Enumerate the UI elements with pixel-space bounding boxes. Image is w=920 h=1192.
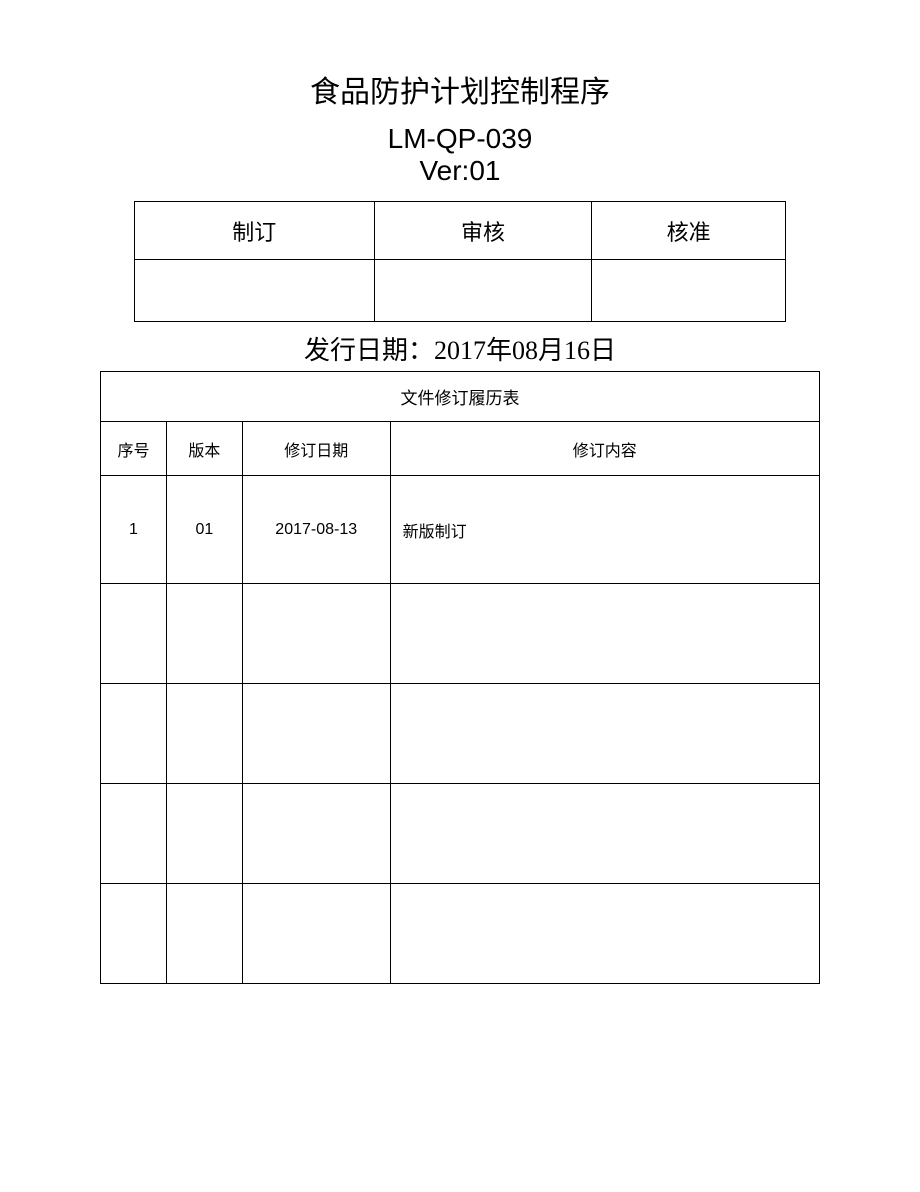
history-cell-ver	[166, 584, 242, 684]
history-cell-date	[242, 584, 390, 684]
history-row	[101, 684, 820, 784]
approval-sig-prepare	[135, 260, 375, 322]
document-title: 食品防护计划控制程序	[95, 70, 825, 115]
history-cell-sn	[101, 584, 167, 684]
history-col-content: 修订内容	[390, 422, 819, 476]
approval-signature-row	[135, 260, 786, 322]
history-cell-date	[242, 784, 390, 884]
document-version: Ver:01	[95, 155, 825, 187]
revision-history-table: 文件修订履历表 序号 版本 修订日期 修订内容 1 01 2017-08-13 …	[100, 371, 820, 984]
history-cell-content	[390, 584, 819, 684]
history-col-date: 修订日期	[242, 422, 390, 476]
history-cell-content	[390, 684, 819, 784]
history-cell-date	[242, 684, 390, 784]
history-header-row: 序号 版本 修订日期 修订内容	[101, 422, 820, 476]
history-col-ver: 版本	[166, 422, 242, 476]
document-code: LM-QP-039	[95, 123, 825, 155]
history-cell-date	[242, 884, 390, 984]
approval-sig-review	[374, 260, 592, 322]
history-row	[101, 884, 820, 984]
approval-sig-approve	[592, 260, 786, 322]
history-col-sn: 序号	[101, 422, 167, 476]
history-row	[101, 784, 820, 884]
history-cell-ver	[166, 884, 242, 984]
history-caption: 文件修订履历表	[101, 372, 820, 422]
approval-col-prepare: 制订	[135, 202, 375, 260]
history-cell-ver: 01	[166, 476, 242, 584]
approval-header-row: 制订 审核 核准	[135, 202, 786, 260]
history-caption-row: 文件修订履历表	[101, 372, 820, 422]
history-cell-ver	[166, 784, 242, 884]
history-cell-date: 2017-08-13	[242, 476, 390, 584]
history-cell-sn	[101, 884, 167, 984]
history-cell-content	[390, 784, 819, 884]
history-cell-content: 新版制订	[390, 476, 819, 584]
history-cell-sn	[101, 784, 167, 884]
history-row: 1 01 2017-08-13 新版制订	[101, 476, 820, 584]
title-block: 食品防护计划控制程序 LM-QP-039 Ver:01	[95, 70, 825, 187]
history-row	[101, 584, 820, 684]
issue-date: 发行日期：2017年08月16日	[95, 330, 825, 367]
history-cell-sn: 1	[101, 476, 167, 584]
approval-table: 制订 审核 核准	[134, 201, 786, 322]
approval-col-approve: 核准	[592, 202, 786, 260]
history-cell-content	[390, 884, 819, 984]
history-cell-sn	[101, 684, 167, 784]
approval-col-review: 审核	[374, 202, 592, 260]
history-cell-ver	[166, 684, 242, 784]
